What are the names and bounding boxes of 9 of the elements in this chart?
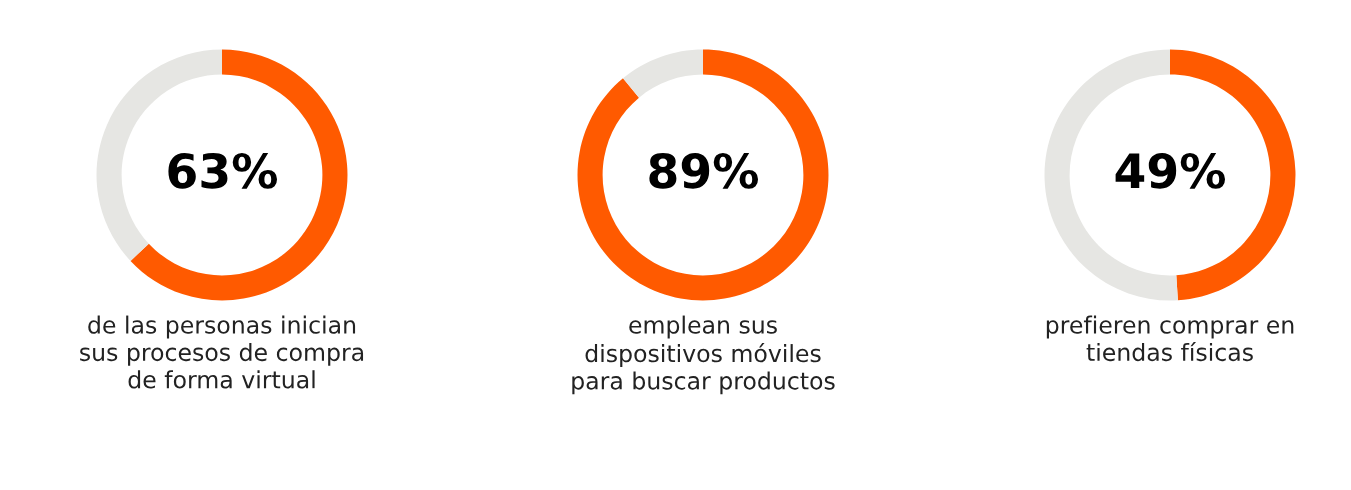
data-label: 63% (168, 152, 278, 189)
donut-slice (130, 49, 348, 301)
text: prefieren comprar en tiendas físicas (1046, 315, 1294, 362)
data-label: 49% (1115, 152, 1226, 189)
text: emplean sus dispositivos móviles para buscar productos (572, 315, 835, 395)
data-label: 89% (649, 152, 759, 189)
donut-slice (623, 49, 703, 98)
text: de las personas inician sus procesos de compra de forma virtual (80, 315, 364, 389)
donut-slice (577, 49, 829, 301)
